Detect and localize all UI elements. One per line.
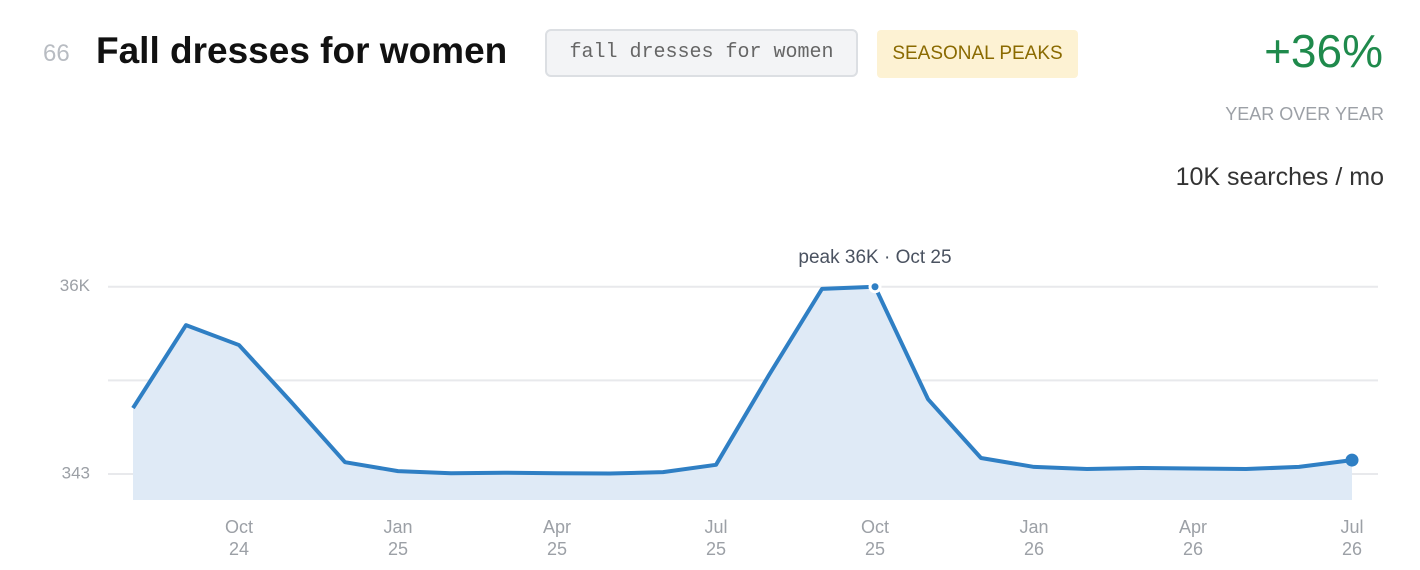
x-tick-label: Jul 26	[1340, 517, 1364, 559]
x-tick-label: Jul 25	[704, 517, 728, 559]
x-tick-label: Oct 25	[860, 517, 889, 559]
keyword-chip[interactable]: fall dresses for women	[545, 29, 858, 77]
rank: 66	[43, 40, 70, 67]
peak-marker	[868, 280, 882, 294]
area	[133, 286, 1352, 500]
title: Fall dresses for women	[96, 30, 508, 71]
change: +36%	[1264, 25, 1383, 77]
line	[131, 284, 1353, 476]
change-label: YEAR OVER YEAR	[1225, 104, 1384, 124]
volume: 10K searches / mo	[1175, 163, 1384, 191]
tag: SEASONAL PEAKS	[877, 30, 1078, 78]
y-tick-label: 36K	[60, 276, 91, 295]
end-marker	[1345, 453, 1359, 467]
x-tick-label: Apr 26	[1178, 517, 1207, 559]
peak-annotation: peak 36K · Oct 25	[798, 247, 951, 268]
x-tick-label: Oct 24	[224, 517, 253, 559]
y-tick-label: 343	[62, 464, 90, 483]
x-tick-label: Jan 26	[1019, 517, 1049, 559]
x-tick-label: Apr 25	[542, 517, 571, 559]
x-tick-label: Jan 25	[383, 517, 413, 559]
